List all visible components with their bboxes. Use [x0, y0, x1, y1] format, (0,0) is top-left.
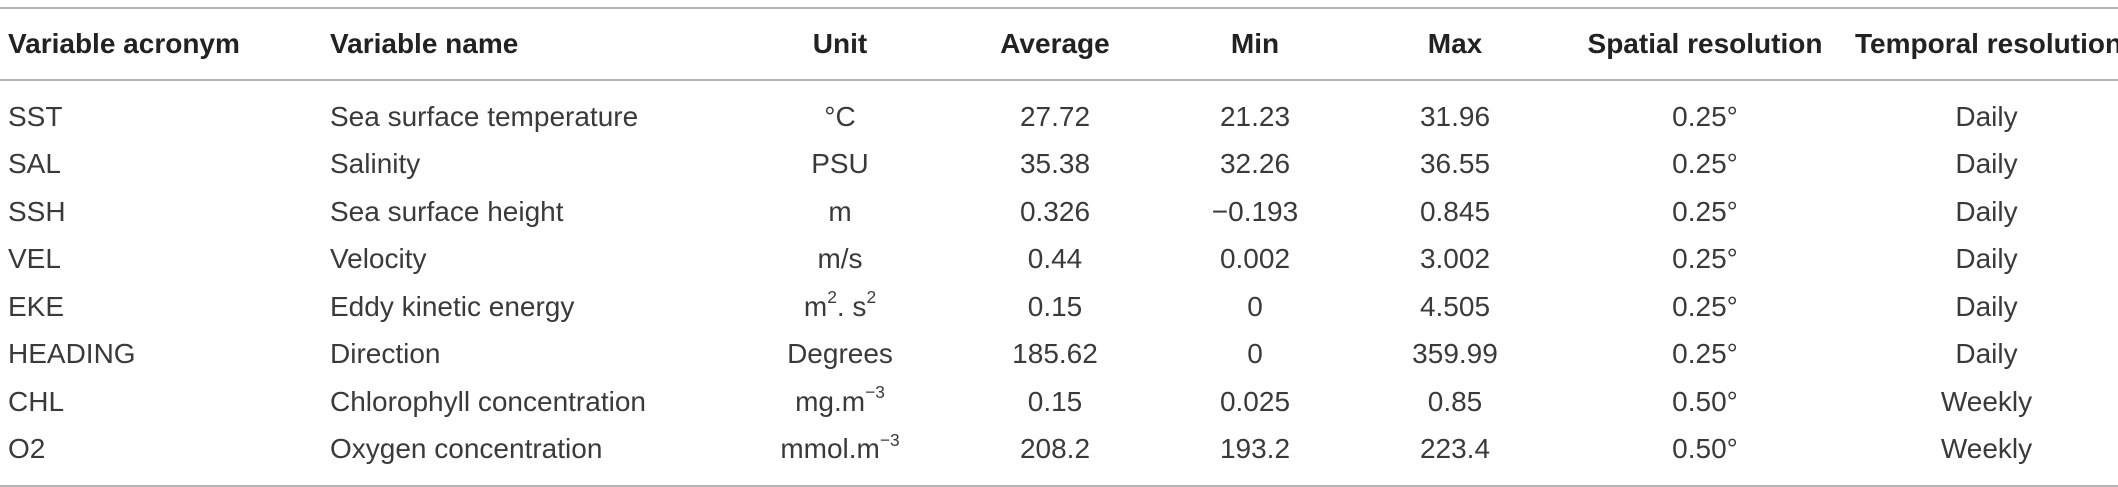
cell-average: 27.72 [1019, 100, 1091, 132]
cell-name: Velocity [330, 243, 427, 275]
unit-base: m/s [817, 243, 863, 275]
cell-min: 193.2 [1219, 433, 1291, 465]
cell-name: Salinity [330, 148, 421, 180]
header-min: Min [1230, 28, 1280, 59]
cell-unit: PSU [725, 141, 955, 189]
cell-min: 0 [1247, 290, 1263, 322]
unit-base: Degrees [787, 338, 893, 370]
unit-middle: . s [836, 290, 867, 322]
unit-base: m [803, 290, 828, 322]
cell-spatial: 0.25° [1672, 195, 1738, 227]
cell-acronym: CHL [8, 385, 65, 417]
cell-spatial: 0.25° [1672, 338, 1738, 370]
cell-temporal: Weekly [1940, 385, 2033, 417]
table-row: SSH Sea surface height m 0.326 −0.193 0.… [0, 188, 2118, 236]
cell-unit: mg.m−3 [725, 378, 955, 426]
cell-temporal: Daily [1955, 243, 2018, 275]
cell-max: 31.96 [1419, 100, 1491, 132]
unit-superscript: −3 [879, 429, 900, 450]
cell-name: Oxygen concentration [330, 433, 603, 465]
table-body: SST Sea surface temperature °C 27.72 21.… [0, 80, 2118, 486]
cell-name: Chlorophyll concentration [330, 385, 646, 417]
table-header-row: Variable acronym Variable name Unit Aver… [0, 8, 2118, 80]
cell-unit: m/s [725, 236, 955, 284]
cell-acronym: HEADING [8, 338, 136, 370]
unit-base: °C [824, 100, 856, 132]
cell-temporal: Daily [1955, 195, 2018, 227]
cell-temporal: Daily [1955, 148, 2018, 180]
table-row: VEL Velocity m/s 0.44 0.002 3.002 0.25° … [0, 236, 2118, 284]
cell-max: 3.002 [1419, 243, 1491, 275]
cell-acronym: VEL [8, 243, 61, 275]
header-max: Max [1427, 28, 1483, 59]
cell-min: 32.26 [1219, 148, 1291, 180]
table-row: O2 Oxygen concentration mmol.m−3 208.2 1… [0, 426, 2118, 487]
cell-min: 0.025 [1219, 385, 1291, 417]
cell-min: 0.002 [1219, 243, 1291, 275]
header-variable-acronym: Variable acronym [8, 28, 240, 59]
unit-base: mg.m [795, 385, 866, 417]
table-row: SST Sea surface temperature °C 27.72 21.… [0, 80, 2118, 141]
cell-min: 21.23 [1219, 100, 1291, 132]
cell-acronym: SSH [8, 195, 66, 227]
cell-acronym: O2 [8, 433, 46, 465]
data-table-container: Variable acronym Variable name Unit Aver… [0, 7, 2118, 487]
cell-acronym: SST [8, 100, 63, 132]
cell-spatial: 0.25° [1672, 290, 1738, 322]
header-unit: Unit [812, 28, 868, 59]
cell-temporal: Daily [1955, 100, 2018, 132]
cell-average: 0.326 [1019, 195, 1091, 227]
header-average: Average [1000, 28, 1110, 59]
cell-max: 359.99 [1412, 338, 1498, 370]
unit-superscript-2: 2 [866, 287, 877, 308]
cell-spatial: 0.50° [1672, 385, 1738, 417]
cell-name: Sea surface height [330, 195, 564, 227]
cell-unit: m2. s2 [725, 283, 955, 331]
cell-temporal: Weekly [1940, 433, 2033, 465]
cell-unit: m [725, 188, 955, 236]
cell-spatial: 0.25° [1672, 148, 1738, 180]
cell-max: 36.55 [1419, 148, 1491, 180]
variables-table: Variable acronym Variable name Unit Aver… [0, 7, 2118, 487]
cell-spatial: 0.50° [1672, 433, 1738, 465]
cell-unit: mmol.m−3 [725, 426, 955, 487]
cell-temporal: Daily [1955, 338, 2018, 370]
cell-unit: °C [725, 80, 955, 141]
cell-max: 4.505 [1419, 290, 1491, 322]
table-row: EKE Eddy kinetic energy m2. s2 0.15 0 4.… [0, 283, 2118, 331]
unit-superscript: −3 [865, 382, 885, 403]
cell-min: −0.193 [1211, 195, 1299, 227]
header-temporal-resolution: Temporal resolution [1855, 28, 2118, 59]
cell-max: 0.845 [1419, 195, 1491, 227]
cell-acronym: SAL [8, 148, 61, 180]
cell-unit: Degrees [725, 331, 955, 379]
cell-average: 35.38 [1019, 148, 1091, 180]
cell-max: 223.4 [1419, 433, 1491, 465]
unit-superscript: 2 [827, 287, 837, 308]
cell-max: 0.85 [1427, 385, 1483, 417]
cell-acronym: EKE [8, 290, 65, 322]
unit-base: m [828, 195, 852, 227]
header-variable-name: Variable name [330, 28, 519, 59]
table-row: HEADING Direction Degrees 185.62 0 359.9… [0, 331, 2118, 379]
cell-spatial: 0.25° [1672, 100, 1738, 132]
cell-name: Sea surface temperature [330, 100, 639, 132]
cell-temporal: Daily [1955, 290, 2018, 322]
cell-name: Direction [330, 338, 441, 370]
cell-spatial: 0.25° [1672, 243, 1738, 275]
table-row: CHL Chlorophyll concentration mg.m−3 0.1… [0, 378, 2118, 426]
cell-average: 208.2 [1019, 433, 1091, 465]
header-spatial-resolution: Spatial resolution [1587, 28, 1823, 59]
cell-average: 185.62 [1012, 338, 1098, 370]
cell-average: 0.44 [1027, 243, 1083, 275]
cell-average: 0.15 [1027, 385, 1083, 417]
cell-name: Eddy kinetic energy [330, 290, 575, 322]
unit-base: PSU [811, 148, 869, 180]
cell-min: 0 [1247, 338, 1263, 370]
unit-base: mmol.m [780, 433, 880, 465]
table-row: SAL Salinity PSU 35.38 32.26 36.55 0.25°… [0, 141, 2118, 189]
cell-average: 0.15 [1027, 290, 1083, 322]
